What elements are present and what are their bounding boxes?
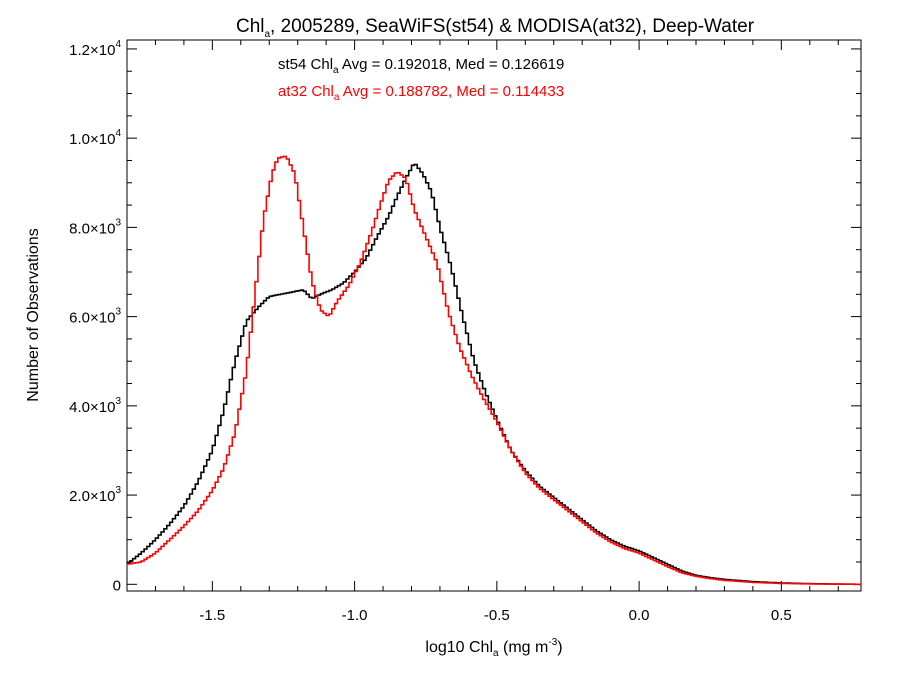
x-axis-label: log10 Chla (mg m-3) [425, 637, 562, 659]
y-tick-labels: 0 2.0×103 4.0×103 6.0×103 8.0×103 1.0×104 1.2×… [69, 39, 121, 594]
y-tick-label: 8.0×103 [69, 217, 121, 237]
x-tick-labels: -1.5 -1.0 -0.5 0.0 0.5 [199, 607, 791, 624]
series-line-at32 [127, 155, 861, 586]
x-tick-label: 0.5 [771, 607, 792, 624]
x-tick-label: -1.5 [199, 607, 225, 624]
y-tick-label: 1.0×104 [69, 128, 121, 148]
y-tick-label: 6.0×103 [69, 307, 121, 327]
chart-title: Chla, 2005289, SeaWiFS(st54) & MODISA(at… [236, 16, 755, 40]
y-tick-label: 1.2×104 [69, 39, 121, 59]
y-axis-label: Number of Observations [25, 228, 42, 401]
y-tick-label: 2.0×103 [69, 485, 121, 505]
annotation-st54: st54 Chla Avg = 0.192018, Med = 0.126619 [278, 56, 564, 76]
plot-frame [126, 39, 862, 592]
axis-ticks [126, 40, 861, 591]
annotation-at32: at32 Chla Avg = 0.188782, Med = 0.114433 [278, 83, 564, 103]
x-tick-label: 0.0 [629, 607, 650, 624]
y-tick-label: 4.0×103 [69, 396, 121, 416]
x-tick-label: -1.0 [342, 607, 368, 624]
x-tick-label: -0.5 [484, 607, 510, 624]
series-lines [127, 155, 861, 586]
y-tick-label: 0 [113, 577, 121, 594]
series-line-st54 [127, 163, 861, 586]
